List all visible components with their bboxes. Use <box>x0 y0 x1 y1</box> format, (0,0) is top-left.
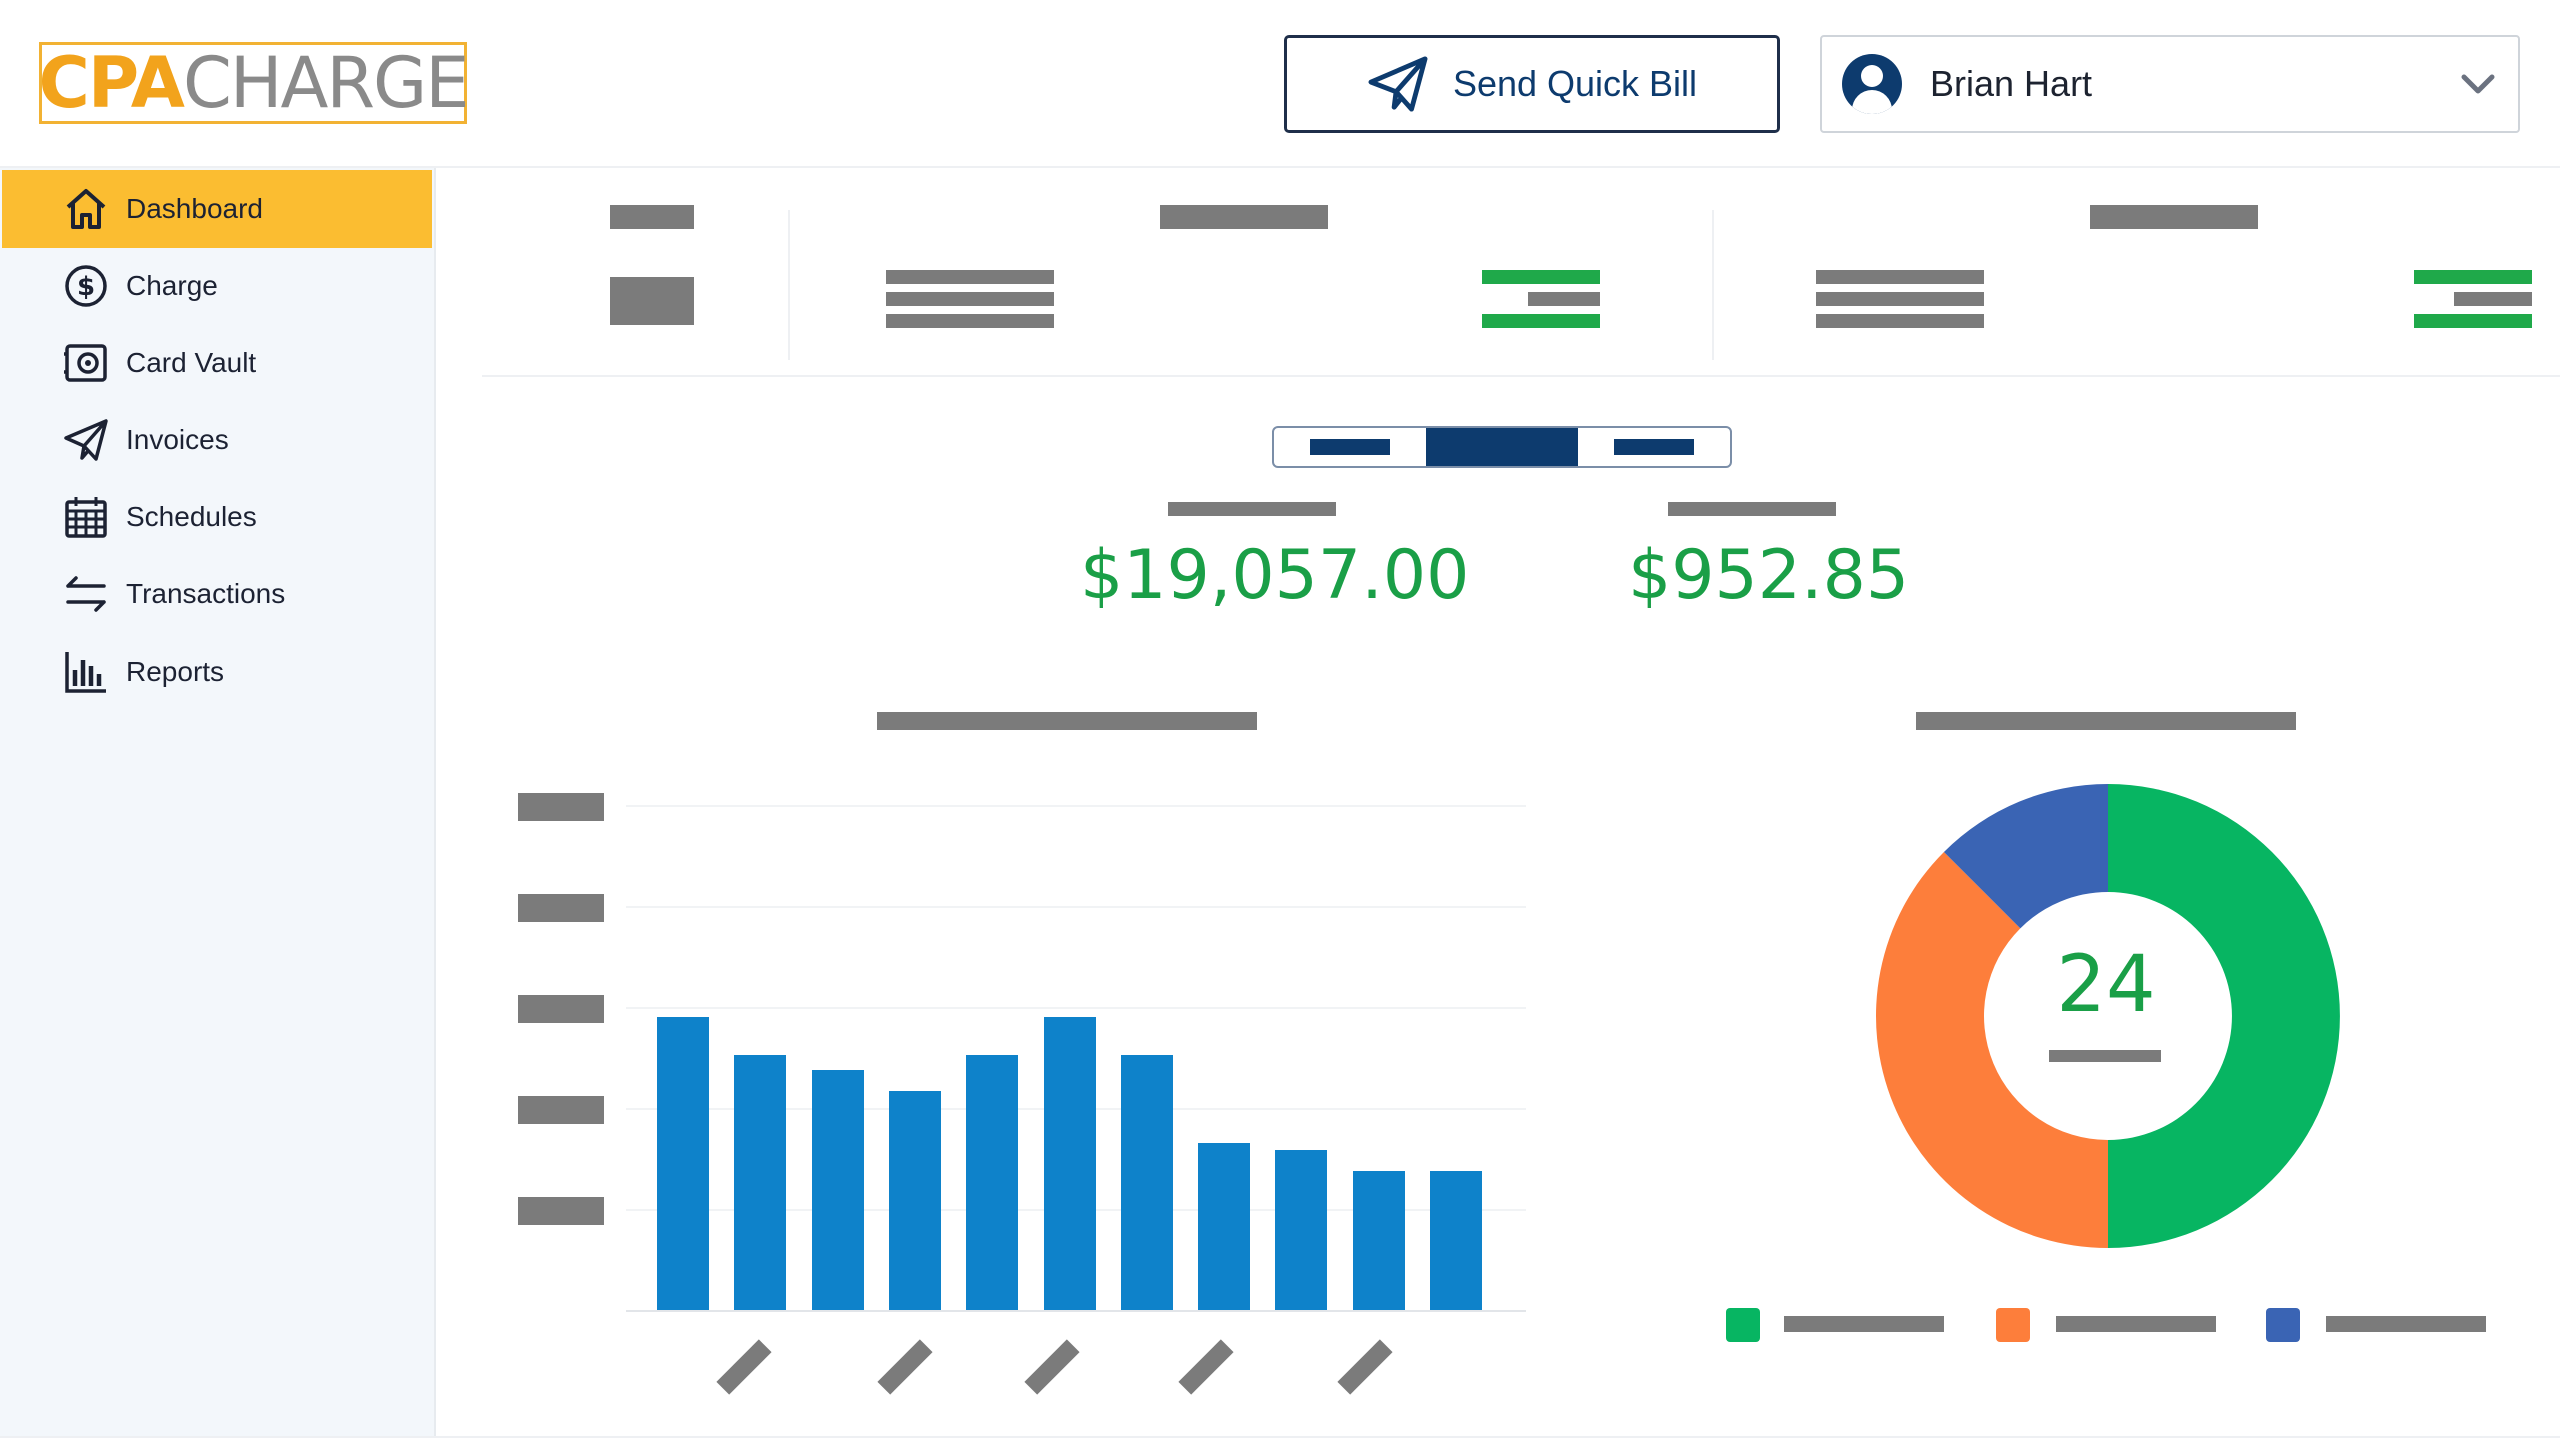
bar-chart-icon <box>65 652 106 693</box>
send-quick-bill-label: Send Quick Bill <box>1452 63 1698 104</box>
stat-divider <box>788 210 790 360</box>
legend-label-placeholder <box>2056 1316 2216 1332</box>
chart-bar[interactable] <box>1430 1170 1482 1310</box>
vault-icon <box>64 344 107 382</box>
chart-bar[interactable] <box>966 1055 1019 1310</box>
sidebar-item-charge[interactable]: $ Charge <box>2 247 432 325</box>
sidebar: Dashboard $ Charge Card Vault Invoices S… <box>0 168 436 1438</box>
sidebar-item-label: Charge <box>126 270 218 301</box>
y-tick-label-placeholder <box>518 894 604 922</box>
period-option-1[interactable] <box>1274 428 1426 466</box>
donut-slice[interactable] <box>2108 784 2340 1248</box>
stat-line-placeholder <box>1816 292 1984 306</box>
legend-swatch-blue <box>2266 1308 2300 1342</box>
stat-line-placeholder <box>886 292 1054 306</box>
trend-line-placeholder <box>1482 270 1600 284</box>
sidebar-item-transactions[interactable]: Transactions <box>2 555 432 633</box>
chart-x-axis <box>626 1310 1526 1312</box>
amount-label-placeholder <box>1168 502 1336 516</box>
cpacharge-logo[interactable]: CPA CHARGE <box>38 42 470 124</box>
donut-slice[interactable] <box>1876 851 2108 1248</box>
transfer-arrows-icon <box>66 576 106 612</box>
trend-line-placeholder <box>2454 292 2532 306</box>
period-option-3[interactable] <box>1578 428 1730 466</box>
dashboard-main <box>438 170 2560 1438</box>
y-tick-label-placeholder <box>518 793 604 821</box>
svg-text:$: $ <box>77 272 95 302</box>
calendar-icon <box>65 497 107 538</box>
chart-bar[interactable] <box>734 1055 787 1310</box>
user-name: Brian Hart <box>1930 63 2093 104</box>
sidebar-item-invoices[interactable]: Invoices <box>2 401 432 479</box>
chevron-down-icon <box>2461 74 2495 94</box>
donut-slice[interactable] <box>1943 784 2108 929</box>
sidebar-item-card-vault[interactable]: Card Vault <box>2 324 432 402</box>
y-tick-label-placeholder <box>518 1096 604 1124</box>
avatar-icon <box>1842 54 1902 114</box>
stat-label-placeholder <box>2090 205 2258 229</box>
trend-line-placeholder <box>2414 314 2532 328</box>
stat-line-placeholder <box>1816 270 1984 284</box>
stat-line-placeholder <box>886 314 1054 328</box>
donut-chart <box>1876 784 2340 1248</box>
y-tick-label-placeholder <box>518 995 604 1023</box>
y-tick-label-placeholder <box>518 1197 604 1225</box>
sidebar-item-label: Reports <box>126 656 225 687</box>
chart-bar[interactable] <box>1275 1150 1328 1310</box>
trend-line-placeholder <box>1482 314 1600 328</box>
trend-line-placeholder <box>2414 270 2532 284</box>
period-toggle <box>1272 426 1732 468</box>
dollar-circle-icon: $ <box>65 265 107 307</box>
sidebar-item-label: Card Vault <box>126 347 257 378</box>
stat-label-placeholder <box>1160 205 1328 229</box>
sidebar-item-label: Invoices <box>126 424 229 455</box>
stat-divider <box>1712 210 1714 360</box>
user-menu-dropdown[interactable]: Brian Hart <box>1820 35 2520 133</box>
chart-bar[interactable] <box>1043 1017 1096 1310</box>
stat-line-placeholder <box>1816 314 1984 328</box>
sidebar-item-reports[interactable]: Reports <box>2 633 432 711</box>
sidebar-item-label: Schedules <box>126 501 257 532</box>
home-icon <box>66 189 106 229</box>
donut-center-value: 24 <box>2056 940 2156 1030</box>
logo-text-charge: CHARGE <box>182 42 470 124</box>
stat-value-placeholder <box>610 277 694 325</box>
amount-secondary: $952.85 <box>1628 536 1910 615</box>
top-header: CPA CHARGE Send Quick Bill Brian Hart <box>0 0 2560 168</box>
chart-bar[interactable] <box>811 1069 864 1310</box>
legend-swatch-green <box>1726 1308 1760 1342</box>
sidebar-item-label: Transactions <box>126 578 286 609</box>
sidebar-item-label: Dashboard <box>126 193 263 224</box>
paper-plane-icon <box>1368 56 1428 112</box>
donut-center-label-placeholder <box>2049 1050 2161 1062</box>
trend-line-placeholder <box>1528 292 1600 306</box>
window-bottom-border <box>0 1436 2560 1438</box>
sidebar-item-schedules[interactable]: Schedules <box>2 478 432 556</box>
legend-swatch-orange <box>1996 1308 2030 1342</box>
amount-label-placeholder <box>1668 502 1836 516</box>
sidebar-item-dashboard[interactable]: Dashboard <box>2 170 432 248</box>
legend-label-placeholder <box>1784 1316 1944 1332</box>
chart-bar[interactable] <box>1198 1143 1251 1310</box>
stat-label-placeholder <box>610 205 694 229</box>
logo-text-cpa: CPA <box>38 42 185 124</box>
paper-plane-icon <box>64 419 108 461</box>
stat-line-placeholder <box>886 270 1054 284</box>
chart-bar[interactable] <box>1120 1055 1173 1310</box>
chart-bar[interactable] <box>657 1017 709 1310</box>
period-option-2[interactable] <box>1426 428 1578 466</box>
chart-gridline <box>626 805 1526 807</box>
chart-gridline <box>626 1007 1526 1009</box>
section-divider <box>482 375 2560 377</box>
chart-title-placeholder <box>1916 712 2296 730</box>
legend-label-placeholder <box>2326 1316 2486 1332</box>
chart-gridline <box>626 906 1526 908</box>
chart-bar[interactable] <box>888 1090 941 1310</box>
chart-title-placeholder <box>877 712 1257 730</box>
amount-primary: $19,057.00 <box>1080 536 1470 615</box>
send-quick-bill-button[interactable]: Send Quick Bill <box>1284 35 1780 133</box>
chart-bar[interactable] <box>1352 1170 1405 1310</box>
